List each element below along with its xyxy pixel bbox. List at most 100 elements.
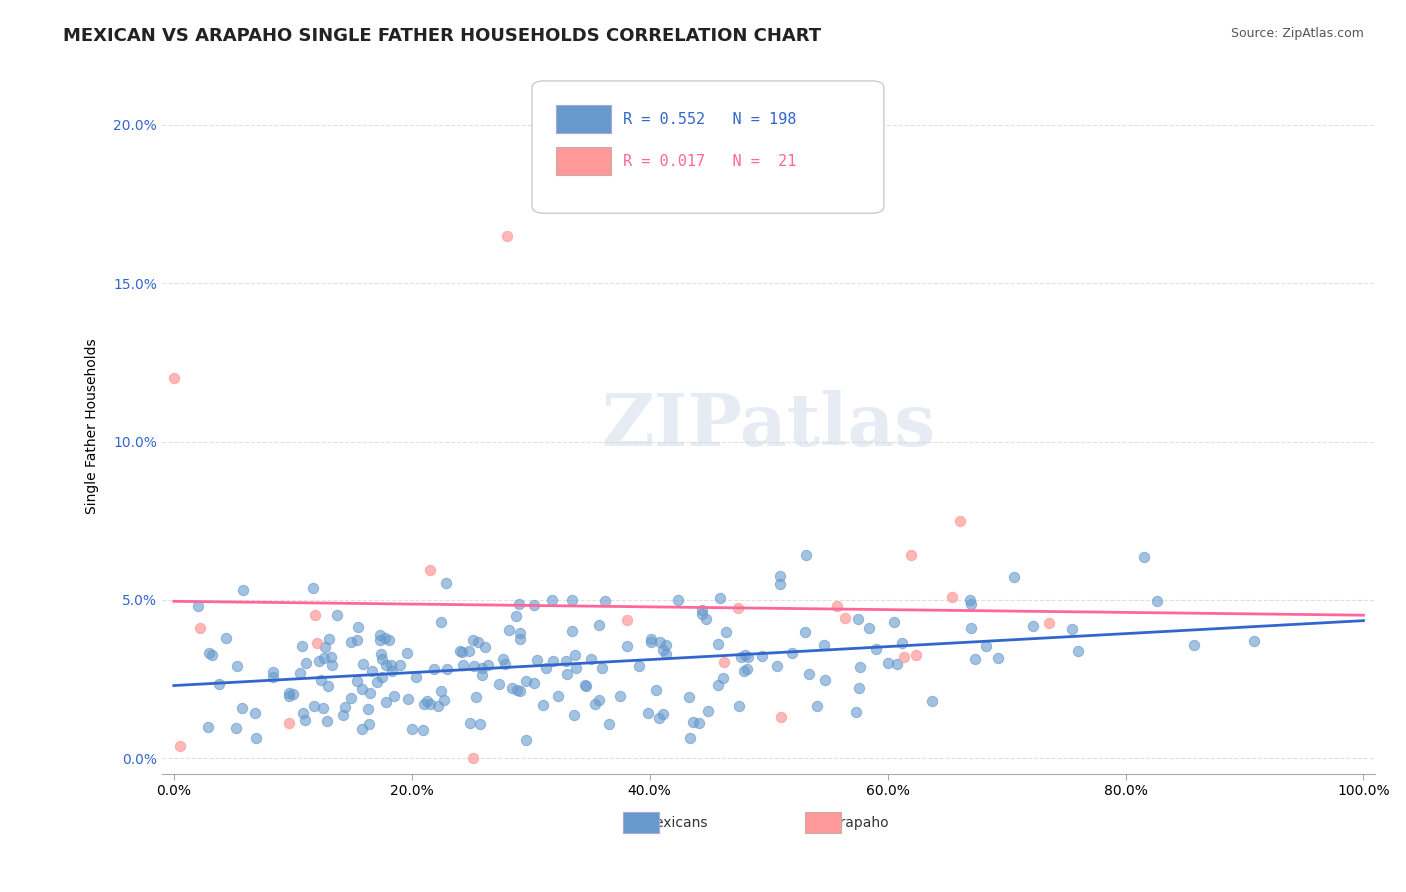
Point [713,655,735,669]
Point [806,699,828,714]
Point [598,717,620,731]
Point [692,607,714,622]
Point [412,723,434,737]
Point [262,665,284,679]
Point [464,690,486,704]
Point [648,711,671,725]
Point [405,670,427,684]
Point [541,654,564,668]
Bar [623,813,659,833]
Point [583,697,606,711]
Point [825,599,848,613]
Point [352,657,374,671]
Point [508,597,530,611]
Point [575,679,598,693]
Point [561,624,583,639]
Point [359,716,381,731]
Point [1038,616,1060,631]
Point [225,659,247,673]
Point [396,646,419,660]
Point [368,628,391,642]
Point [359,686,381,700]
Point [900,548,922,562]
Point [509,684,531,698]
FancyBboxPatch shape [531,81,884,213]
Point [422,662,444,676]
Point [733,665,755,679]
Point [312,651,335,665]
Point [332,707,354,722]
Point [381,664,404,678]
Point [215,631,238,645]
Point [531,698,554,712]
Point [515,673,537,688]
Point [595,594,617,608]
Point [197,646,219,660]
Point [886,657,908,672]
Point [451,657,474,672]
Point [728,698,751,713]
Point [782,646,804,660]
Point [245,731,267,745]
Point [374,695,396,709]
Point [564,648,586,662]
Text: MEXICAN VS ARAPAHO SINGLE FATHER HOUSEHOLDS CORRELATION CHART: MEXICAN VS ARAPAHO SINGLE FATHER HOUSEHO… [63,27,821,45]
Point [366,675,388,690]
Point [1062,622,1084,636]
Text: Source: ZipAtlas.com: Source: ZipAtlas.com [1230,27,1364,40]
Point [965,652,987,666]
Point [690,603,713,617]
Point [921,694,943,708]
Point [207,677,229,691]
Point [562,708,585,723]
Point [302,699,325,714]
Point [333,699,356,714]
Point [416,694,439,708]
Point [637,706,659,720]
Point [794,624,817,639]
Point [678,690,700,704]
Point [751,648,773,663]
Point [370,670,392,684]
Point [430,683,453,698]
Point [1021,619,1043,633]
Point [371,652,394,666]
Point [231,700,253,714]
Point [797,667,820,681]
Point [378,632,401,647]
Point [648,635,671,649]
Point [561,592,583,607]
Point [471,660,494,674]
Point [426,698,449,713]
Point [232,582,254,597]
Point [655,647,678,661]
Point [574,678,596,692]
Text: Arapaho: Arapaho [831,816,890,830]
Point [346,673,368,688]
Text: R = 0.017   N =  21: R = 0.017 N = 21 [623,153,796,169]
Point [281,687,304,701]
Point [304,607,326,622]
Point [321,657,343,672]
Point [609,690,631,704]
Point [187,599,209,613]
Point [419,697,441,711]
Point [309,673,332,687]
Point [769,710,792,724]
Point [434,575,457,590]
Point [891,636,914,650]
Point [652,643,675,657]
Point [765,659,787,673]
Point [436,662,458,676]
Point [339,691,361,706]
Point [245,706,267,721]
Point [628,659,651,673]
Point [361,664,384,678]
Point [470,717,492,731]
Point [845,705,868,719]
Point [949,514,972,528]
Point [554,654,576,668]
Point [314,640,336,654]
Point [288,666,311,681]
Point [307,636,329,650]
